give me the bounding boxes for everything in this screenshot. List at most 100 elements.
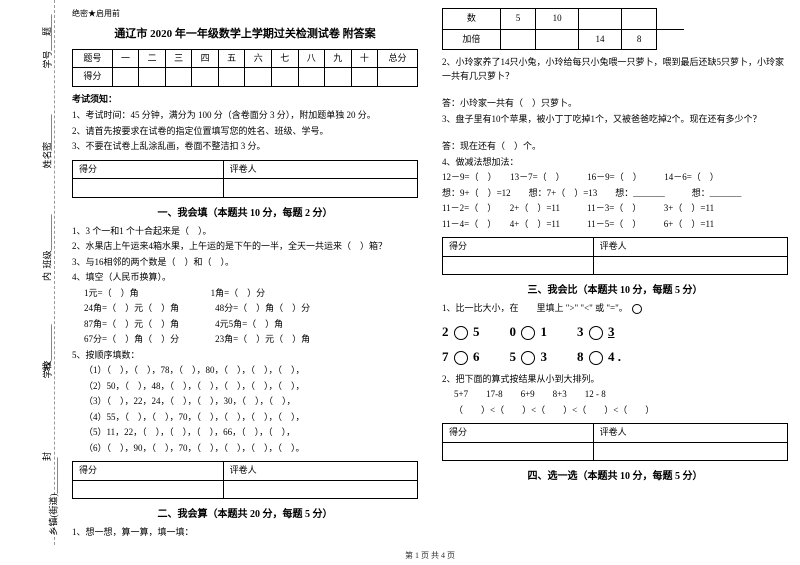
n: 3 [577, 324, 584, 339]
sb-blank[interactable] [443, 256, 594, 275]
sb-blank[interactable] [73, 480, 224, 499]
st-h2: 二 [139, 49, 166, 68]
circle-slot[interactable] [454, 351, 468, 365]
double-table: 数 5 10 加倍 14 8 [442, 8, 684, 50]
st-blank[interactable] [245, 68, 272, 87]
sb3-c1: 得分 [443, 238, 594, 257]
s1-q4r2: 87角=（ ）元（ ）角 4元5角=（ ）角 [84, 318, 418, 332]
ra2: 答：小玲家一共有（ ）只萝卜。 [442, 97, 788, 111]
dt-s2[interactable] [536, 29, 579, 50]
score-box-4: 得分评卷人 [442, 423, 788, 461]
st-blank[interactable] [112, 68, 139, 87]
st-blank[interactable] [271, 68, 298, 87]
s1-q5r0: （1）（ ），（ ），78，（ ），80，（ ），（ ），（ ）， [84, 364, 418, 378]
left-column: 绝密★启用前 通辽市 2020 年一年级数学上学期过关检测试卷 附答案 题号 一… [60, 0, 430, 565]
rq4r0: 12－9=（ ） 13－7=（ ） 16－9=（ ） 14－6=（ ） [442, 171, 788, 185]
s2-q1: 1、想一想，算一算，填一填： [72, 526, 418, 540]
dt-h2: 10 [536, 9, 579, 30]
sb-blank[interactable] [223, 480, 417, 499]
s1-q5: 5、按顺序填数： [72, 349, 418, 363]
st-blank[interactable] [139, 68, 166, 87]
st-blank[interactable] [351, 68, 378, 87]
notice-2: 2、请首先按要求在试卷的指定位置填写您的姓名、班级、学号。 [72, 125, 418, 139]
dt-s3: 14 [579, 29, 622, 50]
s3-q2: 2、把下面的算式按结果从小到大排列。 [442, 373, 788, 387]
mid-5: 封 [40, 452, 53, 461]
page-footer: 第 1 页 共 4 页 [60, 550, 800, 561]
st-h7: 七 [271, 49, 298, 68]
sb-blank[interactable] [223, 179, 417, 198]
exam-title: 通辽市 2020 年一年级数学上学期过关检测试卷 附答案 [72, 26, 418, 43]
n: 3 [541, 349, 548, 364]
cmp-4: 7 6 [442, 347, 480, 367]
circle-slot[interactable] [521, 351, 535, 365]
sb-c1: 得分 [73, 160, 224, 179]
st-blank[interactable] [325, 68, 352, 87]
circle-slot[interactable] [454, 326, 468, 340]
s1-q1: 1、3 个一和1 个十合起来是（ ）。 [72, 225, 418, 239]
s1-q5r5: （6）（ ），90，（ ），70，（ ），（ ），（ ），（ ）。 [84, 442, 418, 456]
notice-3: 3、不要在试卷上乱涂乱画，卷面不整洁扣 3 分。 [72, 140, 418, 154]
circle-icon [632, 304, 642, 314]
st-blank[interactable] [192, 68, 219, 87]
cmp-5: 5 3 [510, 347, 548, 367]
rq4r3: 11－4=（ ） 4+（ ）=11 11－5=（ ） 6+（ ）=11 [442, 218, 788, 232]
rq4r1: 想：9+（ ）=12 想：7+（ ）=13 想：_______ 想：______… [442, 187, 788, 201]
cmp-1: 2 5 [442, 322, 480, 342]
circle-slot[interactable] [521, 326, 535, 340]
rq2: 2、小玲家养了14只小兔，小玲给每只小兔喂一只萝卜，喂到最后还缺5只萝卜，小玲家… [442, 56, 788, 83]
bind-label-3: 班级________ [41, 214, 54, 268]
sb4-c1: 得分 [443, 424, 594, 443]
rq3: 3、盘子里有10个苹果，被小丁丁吃掉1个，又被爸爸吃掉2个。现在还有多少个？ [442, 113, 788, 127]
bind-label-5: 乡镇(街道)________ [47, 458, 60, 536]
sec4-title: 四、选一选（本题共 10 分，每题 5 分） [442, 469, 788, 484]
sb-blank[interactable] [593, 442, 787, 461]
s1-q4r3: 67分=（ ）角（ ）分 23角=（ ）元（ ）角 [84, 333, 418, 347]
sb-blank[interactable] [593, 256, 787, 275]
score-box-1: 得分评卷人 [72, 160, 418, 198]
sb4-c2: 评卷人 [593, 424, 787, 443]
dt-h3[interactable] [579, 9, 622, 30]
bind-label-1: 学号________ [41, 14, 54, 68]
st-blank[interactable] [218, 68, 245, 87]
s3-q2slots: （ ）<（ ）<（ ）<（ ）<（ ） [442, 404, 788, 418]
compare-row-1: 2 5 0 1 3 3 [442, 322, 788, 342]
st-h0: 题号 [73, 49, 113, 68]
n: 7 [442, 349, 449, 364]
s1-q2: 2、水果店上午运来4箱水果，上午运的是下午的一半，全天一共运来（ ）箱？ [72, 240, 418, 254]
st-blank[interactable] [165, 68, 192, 87]
dt-s1[interactable] [500, 29, 535, 50]
sb-blank[interactable] [443, 442, 594, 461]
s1-q3: 3、与16相邻的两个数是（ ）和（ ）。 [72, 256, 418, 270]
s1-q4r1: 24角=（ ）元（ ）角 48分=（ ）角（ ）分 [84, 302, 418, 316]
dt-h4[interactable] [621, 9, 656, 30]
s3-q1-text: 1、比一比大小，在 里填上 ">" "<" 或 "="。 [442, 303, 628, 313]
cmp-2: 0 1 [510, 322, 548, 342]
sec1-title: 一、我会填（本题共 10 分，每题 2 分） [72, 206, 418, 221]
st-h1: 一 [112, 49, 139, 68]
sb-c2: 评卷人 [223, 160, 417, 179]
s1-q4r0: 1元=（ ）角 1角=（ ）分 [84, 287, 418, 301]
cmp-3: 3 3 [577, 322, 615, 342]
sb-blank[interactable] [73, 179, 224, 198]
n: 0 [510, 324, 517, 339]
s1-q4: 4、填空（人民币换算）。 [72, 271, 418, 285]
dt-s4: 8 [621, 29, 656, 50]
s1-q5r2: （3）（ ），22，24，（ ），（ ），30，（ ），（ ）， [84, 395, 418, 409]
right-column: 数 5 10 加倍 14 8 2、小玲家养了14只小兔，小玲给每只小兔喂一只萝卜… [430, 0, 800, 565]
notice-head: 考试须知： [72, 93, 418, 107]
st-blank[interactable] [298, 68, 325, 87]
rq4: 4、做减法想加法： [442, 156, 788, 170]
circle-slot[interactable] [589, 326, 603, 340]
mid-1: 题 [40, 27, 53, 36]
compare-row-2: 7 6 5 3 8 4 . [442, 347, 788, 367]
rq4r2: 11－2=（ ） 2+（ ）=11 11－3=（ ） 3+（ ）=11 [442, 202, 788, 216]
cmp-6: 8 4 . [577, 347, 621, 367]
ra3: 答：现在还有（ ）个。 [442, 140, 788, 154]
n: 8 [577, 349, 584, 364]
st-h6: 六 [245, 49, 272, 68]
st-blank[interactable] [378, 68, 418, 87]
circle-slot[interactable] [589, 351, 603, 365]
sb2-c1: 得分 [73, 462, 224, 481]
n: 5 [510, 349, 517, 364]
